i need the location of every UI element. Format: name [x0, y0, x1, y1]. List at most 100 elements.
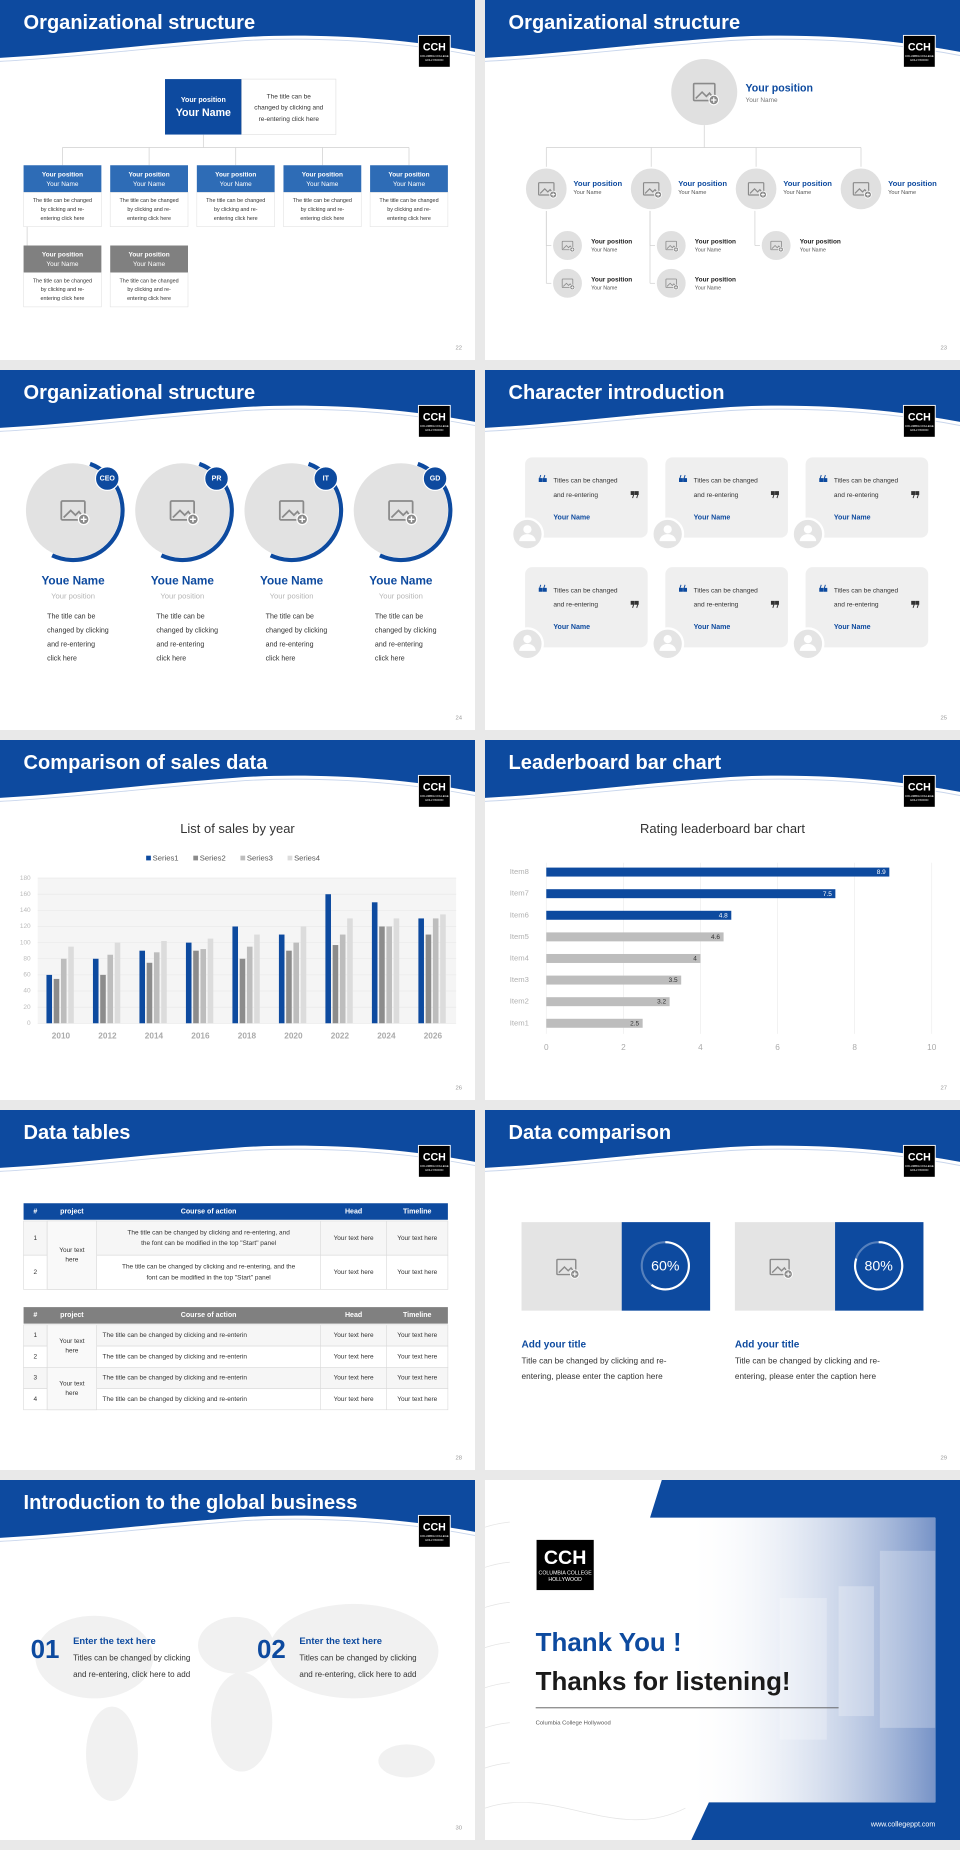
text: Your text here — [397, 1396, 437, 1403]
text: Your text here — [334, 1353, 374, 1360]
quote-icon — [538, 474, 547, 483]
y-tick-label: 140 — [20, 907, 31, 914]
picture-icon — [558, 1265, 575, 1274]
text: and re-entering — [375, 641, 423, 648]
text: The title can be changed by clicking and… — [103, 1353, 248, 1360]
bar — [546, 997, 670, 1007]
y-tick-label: Item5 — [510, 932, 529, 941]
picture-icon — [665, 240, 677, 251]
y-tick-label: 60 — [23, 972, 31, 979]
node — [629, 166, 674, 211]
bar — [239, 958, 246, 1024]
logo-text: HOLLYWOOD — [910, 1168, 928, 1172]
picture-icon — [278, 500, 305, 521]
photo — [353, 463, 449, 558]
logo-mark: CCH — [908, 781, 931, 793]
bar — [418, 918, 424, 1024]
card — [665, 457, 788, 538]
bar — [546, 1018, 643, 1028]
text: and re-entering — [834, 602, 879, 609]
bar — [347, 918, 353, 1024]
avatar-icon — [659, 643, 676, 651]
node — [759, 229, 793, 262]
text: here — [65, 1348, 78, 1355]
photo — [25, 463, 121, 558]
header-line — [0, 1148, 475, 1172]
picture-icon — [785, 1271, 791, 1277]
slide-title: Character introduction — [509, 382, 725, 404]
text: Titles can be changed — [553, 587, 618, 594]
text: CEO — [100, 475, 116, 482]
y-tick-label: 180 — [20, 875, 31, 882]
text: Your text — [59, 1338, 84, 1345]
stat-box — [621, 1222, 711, 1311]
logo — [417, 774, 451, 808]
bar — [68, 946, 74, 1024]
image-box — [734, 1222, 836, 1311]
text: Timeline — [403, 1208, 432, 1215]
picture-icon — [572, 1271, 578, 1277]
picture-icon — [556, 1258, 577, 1276]
text: the font can be modified in the top "Sta… — [141, 1240, 276, 1247]
header-band — [0, 370, 475, 428]
map-shape — [210, 1672, 273, 1772]
avatar-icon — [523, 525, 532, 534]
y-tick-label: 100 — [20, 939, 31, 946]
text: entering click here — [127, 216, 171, 222]
avatar-icon — [663, 525, 672, 534]
text: IT — [323, 475, 330, 482]
avatar-icon — [523, 634, 532, 644]
table-cell — [46, 1367, 97, 1411]
text: Course of action — [181, 1208, 237, 1215]
slide-title: Leaderboard bar chart — [509, 752, 722, 774]
bar — [200, 949, 207, 1024]
logo-mark: CCH — [908, 1151, 931, 1163]
logo — [417, 1514, 451, 1548]
text: Youe Name — [260, 574, 324, 587]
text: and re-entering — [694, 602, 739, 609]
text: Titles can be changed — [694, 587, 759, 594]
header-band — [485, 740, 960, 798]
text: re-entering click here — [259, 116, 320, 123]
logo-text: HOLLYWOOD — [425, 428, 443, 432]
text: Your Name — [553, 624, 590, 631]
picture-icon — [769, 1258, 790, 1276]
map-shape — [35, 1615, 154, 1699]
page-number: 27 — [940, 1086, 947, 1092]
photo — [244, 463, 339, 558]
picture-icon — [562, 244, 573, 249]
text: The title can be — [267, 94, 312, 101]
text: Your text here — [397, 1235, 437, 1242]
text: The title can be changed — [120, 278, 179, 284]
y-tick-label: Item4 — [510, 954, 530, 963]
x-tick-label: 2012 — [98, 1031, 117, 1040]
text: The title can be changed by clicking and… — [127, 1229, 290, 1236]
text: project — [60, 1312, 84, 1319]
text: Titles can be changed by clicking — [299, 1653, 416, 1662]
text: Your position — [800, 239, 841, 246]
x-tick-label: 8 — [852, 1043, 857, 1052]
slide-title: Comparison of sales data — [24, 752, 269, 774]
text: Your position — [129, 171, 170, 178]
header-line — [485, 1148, 960, 1172]
node — [655, 267, 688, 300]
x-tick-label: 2014 — [145, 1031, 164, 1040]
bar — [100, 974, 106, 1024]
avatar — [791, 517, 825, 551]
picture-icon — [570, 248, 574, 251]
text: Your position — [129, 252, 170, 259]
legend-swatch — [146, 855, 151, 861]
stat-box — [835, 1222, 924, 1311]
logo — [417, 1144, 451, 1178]
text: Add your title — [735, 1340, 800, 1351]
logo-text: COLUMBIA COLLEGE — [420, 424, 449, 428]
bar — [339, 934, 346, 1024]
x-tick-label: 2016 — [191, 1031, 210, 1040]
text: Your Name — [800, 248, 826, 254]
header-line — [485, 38, 960, 62]
text: Your Name — [46, 181, 79, 188]
quote-icon — [770, 491, 779, 499]
text: Head — [345, 1312, 362, 1319]
text: The title can be changed — [293, 198, 352, 204]
